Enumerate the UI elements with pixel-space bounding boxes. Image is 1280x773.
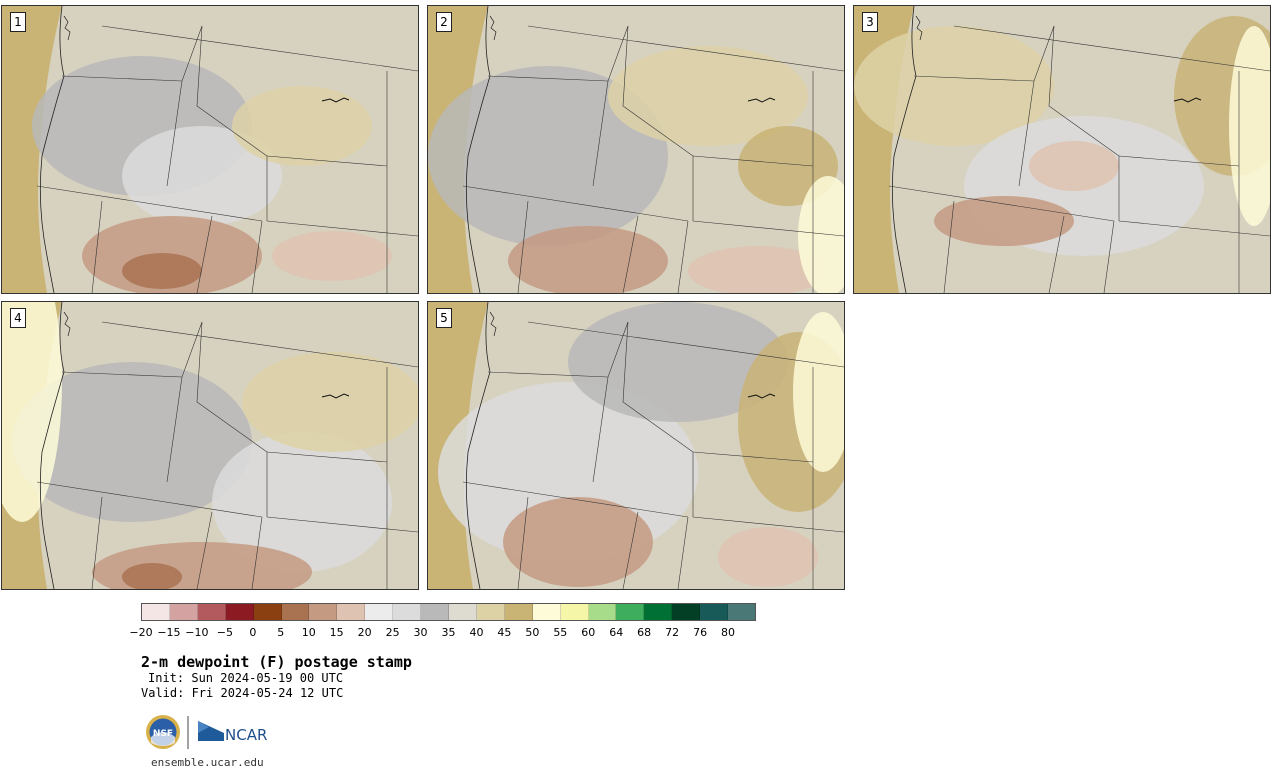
colorbar-tick-label: 5 xyxy=(277,626,285,639)
colorbar-swatch xyxy=(448,604,477,620)
nsf-logo-icon: NSF xyxy=(146,715,180,749)
panel-number: 1 xyxy=(10,12,26,32)
nsf-logo-text: NSF xyxy=(153,729,173,739)
panel-number: 4 xyxy=(10,308,26,328)
dewpoint-map-1 xyxy=(2,6,418,293)
dewpoint-map-4 xyxy=(2,302,418,589)
colorbar-swatch xyxy=(197,604,226,620)
dewpoint-map-2 xyxy=(428,6,844,293)
colorbar-swatch xyxy=(142,604,170,620)
colorbar-swatch xyxy=(532,604,561,620)
colorbar-swatch xyxy=(672,604,701,620)
colorbar-swatch xyxy=(700,604,729,620)
dewpoint-map-5 xyxy=(428,302,844,589)
colorbar-swatch xyxy=(225,604,254,620)
ncar-logo-text: NCAR xyxy=(225,726,267,744)
colorbar-swatch xyxy=(728,604,755,620)
colorbar-tick-label: −10 xyxy=(185,626,209,639)
colorbar-tick-label: 60 xyxy=(581,626,596,639)
colorbar-tick-label: 68 xyxy=(637,626,652,639)
colorbar-tick-label: 80 xyxy=(721,626,736,639)
colorbar-swatch xyxy=(365,604,394,620)
valid-time: Valid: Fri 2024-05-24 12 UTC xyxy=(141,686,344,700)
colorbar-swatch xyxy=(337,604,366,620)
colorbar-swatch xyxy=(588,604,617,620)
colorbar-tick-label: 10 xyxy=(301,626,316,639)
colorbar-tick-label: 72 xyxy=(665,626,680,639)
colorbar-swatch xyxy=(309,604,338,620)
member-panel-4: 4 xyxy=(1,301,419,590)
colorbar-swatch xyxy=(393,604,422,620)
colorbar-tick-label: −15 xyxy=(157,626,181,639)
colorbar-tick-label: 25 xyxy=(385,626,400,639)
colorbar-tick-label: −5 xyxy=(216,626,233,639)
colorbar-tick-label: 40 xyxy=(469,626,484,639)
colorbar-tick-label: 45 xyxy=(497,626,512,639)
figure-title: 2-m dewpoint (F) postage stamp xyxy=(141,653,412,671)
colorbar-swatch xyxy=(421,604,449,620)
colorbar-tick-label: 20 xyxy=(357,626,372,639)
colorbar-tick-label: 55 xyxy=(553,626,568,639)
ncar-logo-icon: NCAR xyxy=(198,721,267,744)
colorbar-swatch xyxy=(281,604,310,620)
init-time: Init: Sun 2024-05-19 00 UTC xyxy=(148,671,344,685)
colorbar-tick-label: 0 xyxy=(249,626,257,639)
member-panel-5: 5 xyxy=(427,301,845,590)
panel-number: 5 xyxy=(436,308,452,328)
logos: NSF NCAR xyxy=(146,715,267,749)
colorbar-tick-label: 64 xyxy=(609,626,624,639)
colorbar-tick-label: 50 xyxy=(525,626,540,639)
colorbar-swatch xyxy=(504,604,533,620)
colorbar-swatch xyxy=(644,604,673,620)
colorbar-swatch xyxy=(560,604,589,620)
panel-number: 2 xyxy=(436,12,452,32)
dewpoint-map-3 xyxy=(854,6,1270,293)
colorbar-tick-label: 35 xyxy=(441,626,456,639)
member-panel-1: 1 xyxy=(1,5,419,294)
panel-number: 3 xyxy=(862,12,878,32)
colorbar-ticks: −20 −15 −10 −5 0 5 10 15 20 25 30 35 40 45 50 55 60 64 68 7… xyxy=(129,626,756,640)
member-panel-2: 2 xyxy=(427,5,845,294)
footer-url: ensemble.ucar.edu xyxy=(151,756,264,769)
colorbar-tick-label: 76 xyxy=(693,626,708,639)
colorbar-tick-label: −20 xyxy=(129,626,153,639)
dewpoint-colorbar xyxy=(141,603,756,621)
colorbar-tick-label: 15 xyxy=(329,626,344,639)
colorbar-swatch xyxy=(476,604,505,620)
member-panel-3: 3 xyxy=(853,5,1271,294)
colorbar-swatch xyxy=(253,604,282,620)
colorbar-tick-label: 30 xyxy=(413,626,428,639)
colorbar-swatch xyxy=(169,604,198,620)
colorbar-swatch xyxy=(616,604,645,620)
